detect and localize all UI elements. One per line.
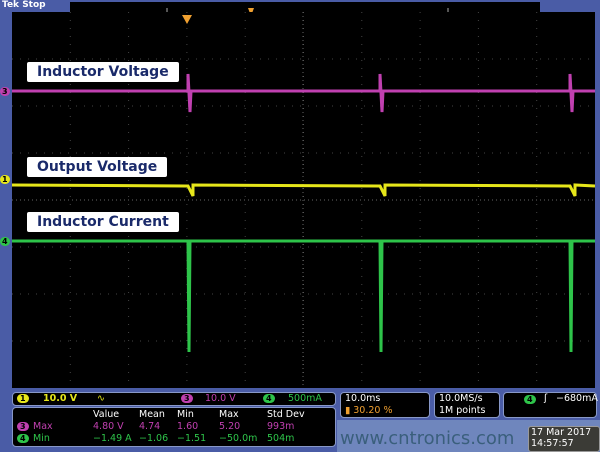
watermark: www.cntronics.com xyxy=(340,428,515,449)
bandwidth-limit-icon: ∿ xyxy=(97,393,105,404)
ch4-trace xyxy=(12,239,595,353)
measurement-name: Max xyxy=(33,421,53,432)
measurement-table[interactable]: Value Mean Min Max Std Dev 3 Max 4.80 V 4.74 1.60… xyxy=(12,407,336,447)
status-text: Tek Stop xyxy=(2,0,46,10)
ch1-marker[interactable]: 1 xyxy=(0,175,10,184)
measurement-value: 4.80 V xyxy=(93,421,124,432)
label-output-voltage: Output Voltage xyxy=(27,157,168,177)
trigger-slope-icon: ʃ xyxy=(544,393,548,404)
measurement-channel-badge: 4 xyxy=(17,434,29,443)
acquisition-readout[interactable]: 10.0MS/s 1M points xyxy=(434,392,500,418)
measurement-header: Std Dev xyxy=(267,409,305,420)
ch1-trace xyxy=(11,183,596,197)
trigger-point-icon[interactable] xyxy=(182,15,192,24)
horizontal-scale: 10.0ms xyxy=(345,393,381,404)
ch4-badge: 4 xyxy=(263,394,275,403)
ch1-scale: 10.0 V xyxy=(43,393,78,404)
measurement-value: −1.06 xyxy=(139,433,169,444)
brand: Tek xyxy=(2,0,20,10)
trigger-position: ▮ 30.20 % xyxy=(345,405,393,416)
measurement-header: Value xyxy=(93,409,120,420)
ch3-marker[interactable]: 3 xyxy=(0,87,10,96)
trigger-readout[interactable]: 4 ʃ −680mA xyxy=(503,392,598,418)
datetime: 17 Mar 2017 14:57:57 xyxy=(528,426,600,452)
record-length: 1M points xyxy=(439,405,486,416)
run-state[interactable]: Stop xyxy=(22,0,46,10)
measurement-value: −1.51 xyxy=(177,433,207,444)
measurement-value: 504m xyxy=(267,433,295,444)
ch4-marker[interactable]: 4 xyxy=(0,237,10,246)
time: 14:57:57 xyxy=(531,438,574,449)
measurement-value: 5.20 xyxy=(219,421,241,432)
ch3-trace xyxy=(12,73,595,113)
label-inductor-current: Inductor Current xyxy=(27,212,179,232)
measurement-header: Mean xyxy=(139,409,165,420)
channel-readout[interactable]: 1 10.0 V ∿ 3 10.0 V 4 500mA xyxy=(12,392,336,406)
measurement-channel-badge: 3 xyxy=(17,422,29,431)
measurement-value: −1.49 A xyxy=(93,433,132,444)
ch3-scale: 10.0 V xyxy=(205,393,236,404)
sample-rate: 10.0MS/s xyxy=(439,393,483,404)
measurement-header: Min xyxy=(177,409,194,420)
measurement-value: −50.0m xyxy=(219,433,258,444)
measurement-value: 4.74 xyxy=(139,421,161,432)
timebase-readout[interactable]: 10.0ms ▮ 30.20 % xyxy=(340,392,430,418)
measurement-value: 1.60 xyxy=(177,421,199,432)
ch3-badge: 3 xyxy=(181,394,193,403)
label-inductor-voltage: Inductor Voltage xyxy=(27,62,179,82)
measurement-value: 993m xyxy=(267,421,295,432)
trigger-position-value: 30.20 % xyxy=(353,405,393,416)
measurement-name: Min xyxy=(33,433,50,444)
record-view xyxy=(70,2,540,17)
date: 17 Mar 2017 xyxy=(531,427,592,438)
measurement-header: Max xyxy=(219,409,239,420)
trigger-source-badge: 4 xyxy=(524,395,536,404)
trigger-level: −680mA xyxy=(556,393,598,404)
ch4-scale: 500mA xyxy=(288,393,322,404)
ch1-badge: 1 xyxy=(17,394,29,403)
